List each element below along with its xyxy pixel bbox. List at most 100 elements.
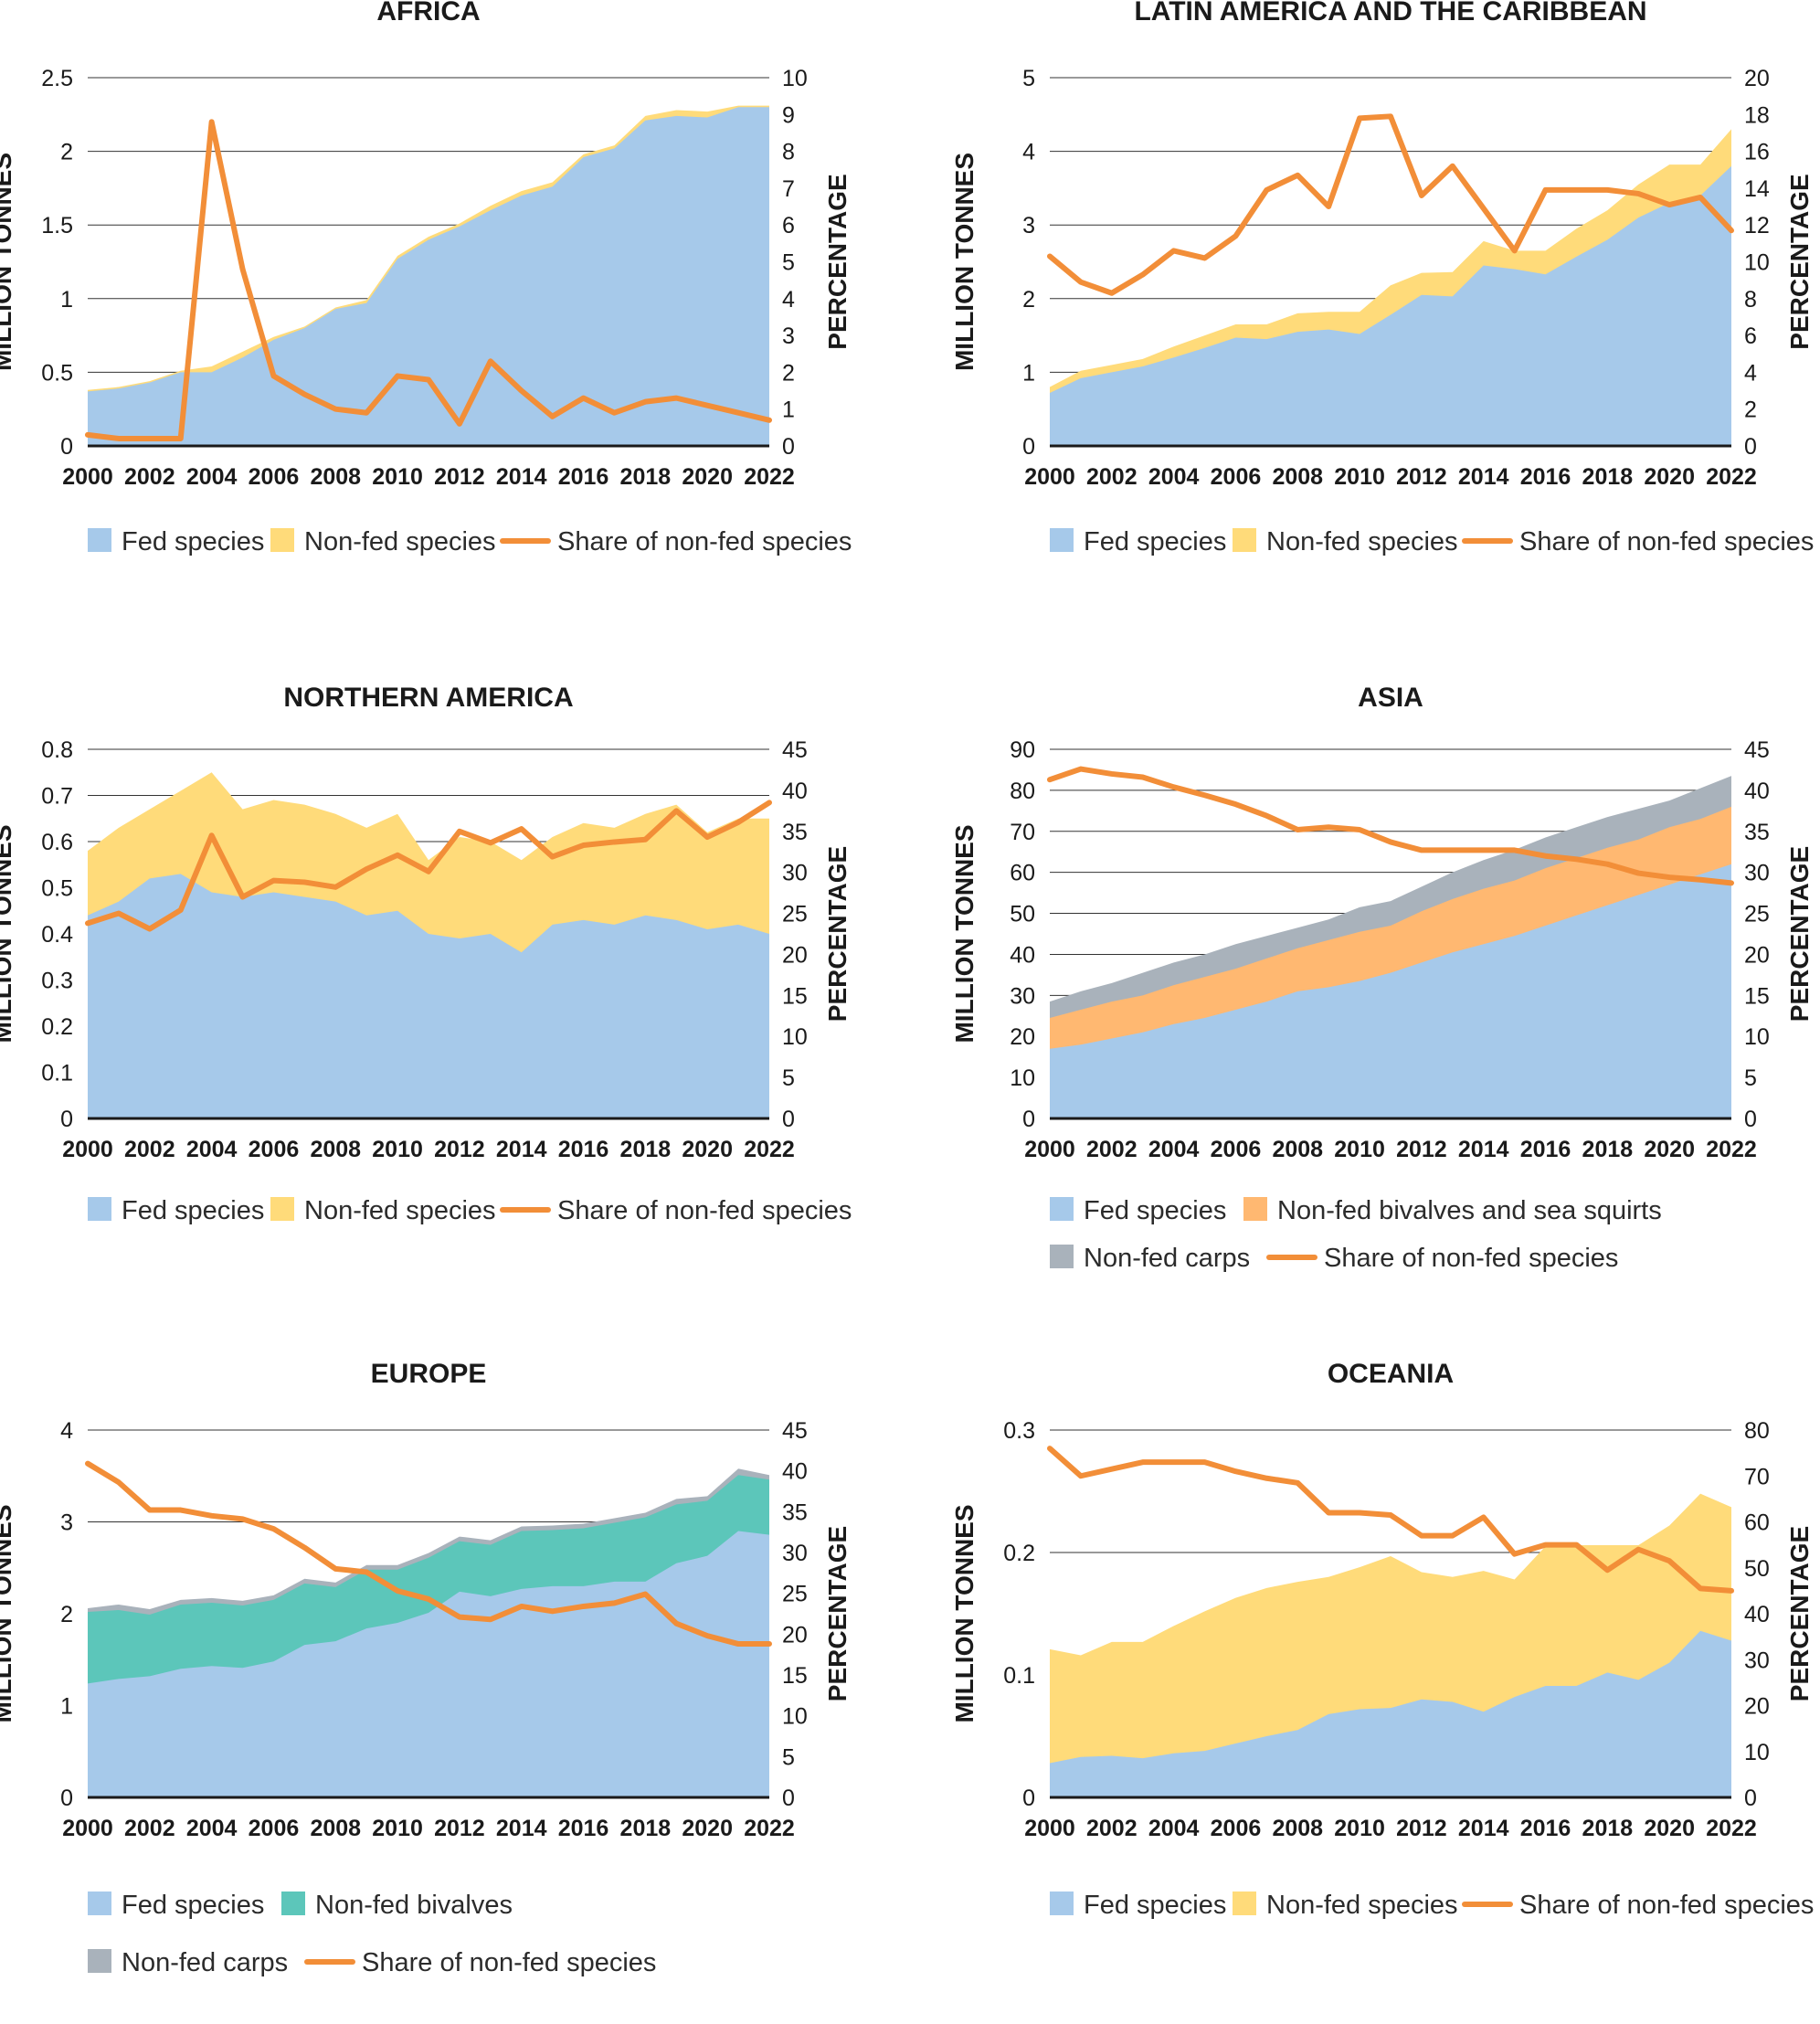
x-tick-label: 2022: [1706, 1137, 1757, 1162]
x-tick-label: 2014: [496, 1137, 547, 1162]
legend-swatch: [88, 528, 111, 552]
chart-title: NORTHERN AMERICA: [283, 683, 573, 713]
x-tick-label: 2006: [249, 1137, 300, 1162]
area-fed-species: [88, 107, 769, 447]
y2-axis-label: PERCENTAGE: [1785, 1526, 1814, 1701]
y2-tick-label: 5: [782, 250, 795, 276]
y-tick-label: 30: [1010, 983, 1035, 1009]
chart-title: AFRICA: [376, 0, 480, 26]
y2-tick-label: 40: [782, 1459, 808, 1485]
chart-title: EUROPE: [371, 1359, 487, 1389]
x-tick-label: 2016: [558, 1137, 609, 1162]
y2-tick-label: 16: [1744, 140, 1770, 165]
x-tick-label: 2020: [1644, 1816, 1695, 1841]
legend-swatch: [1050, 528, 1074, 552]
y2-tick-label: 20: [1744, 942, 1770, 968]
x-tick-label: 2010: [372, 464, 423, 490]
y2-tick-label: 9: [782, 102, 795, 128]
y2-tick-label: 20: [1744, 1694, 1770, 1720]
legend-item: Share of non-fed species: [1462, 527, 1814, 556]
x-tick-label: 2002: [124, 1816, 175, 1841]
y2-tick-label: 1: [782, 397, 795, 423]
x-tick-label: 2012: [434, 1816, 485, 1841]
x-tick-label: 2000: [1024, 1816, 1075, 1841]
legend-item: Non-fed species: [270, 527, 496, 556]
y2-tick-label: 0: [1744, 1786, 1757, 1811]
x-tick-label: 2008: [310, 464, 361, 490]
legend-label: Share of non-fed species: [1519, 527, 1814, 556]
series-line-share: [85, 119, 772, 441]
x-tick-label: 2020: [1644, 464, 1695, 490]
y-tick-label: 1: [60, 1694, 73, 1720]
chart-panel-europe: EUROPE 0 1 2 3 4 0 5 10 15 20 25 30 35 40 45 2000 2002 200…: [0, 1352, 910, 2024]
x-tick-label: 2012: [1396, 1816, 1447, 1841]
legend-swatch: [1233, 528, 1256, 552]
y-tick-label: 40: [1010, 942, 1035, 968]
y2-tick-label: 25: [782, 1582, 808, 1607]
y2-tick-label: 45: [782, 737, 808, 763]
x-tick-label: 2020: [682, 1137, 733, 1162]
x-tick-label: 2004: [1148, 1816, 1200, 1841]
x-tick-label: 2010: [1334, 464, 1385, 490]
y2-tick-label: 40: [1744, 1602, 1770, 1627]
y2-tick-label: 0: [782, 1107, 795, 1132]
x-tick-label: 2018: [620, 1816, 672, 1841]
x-tick-label: 2014: [1458, 1137, 1509, 1162]
y2-tick-label: 40: [782, 779, 808, 804]
legend-swatch: [1050, 1197, 1074, 1221]
y-tick-label: 1: [1022, 360, 1035, 386]
legend-label: Fed species: [1084, 527, 1226, 556]
y-tick-label: 1: [60, 287, 73, 313]
y-tick-label: 3: [1022, 213, 1035, 238]
x-tick-label: 2018: [1582, 1137, 1634, 1162]
legend-item: Share of non-fed species: [500, 1196, 852, 1225]
x-tick-label: 2000: [62, 1816, 113, 1841]
y-tick-label: 0.1: [1003, 1663, 1035, 1689]
x-tick-label: 2016: [1520, 1816, 1571, 1841]
x-tick-label: 2000: [62, 464, 113, 490]
y2-tick-label: 10: [1744, 1740, 1770, 1765]
y2-tick-label: 30: [1744, 861, 1770, 886]
x-tick-label: 2014: [1458, 1816, 1509, 1841]
y-tick-label: 0.3: [1003, 1418, 1035, 1444]
legend-item: Non-fed carps: [1050, 1244, 1250, 1273]
y-axis-label: MILLION TONNES: [0, 1504, 16, 1722]
x-tick-label: 2012: [1396, 464, 1447, 490]
y2-tick-label: 10: [1744, 1024, 1770, 1050]
y2-tick-label: 14: [1744, 176, 1770, 202]
legend-label: Fed species: [1084, 1891, 1226, 1920]
y-tick-label: 60: [1010, 861, 1035, 886]
y2-tick-label: 2: [1744, 397, 1757, 423]
y2-tick-label: 20: [1744, 66, 1770, 91]
legend-label: Share of non-fed species: [1324, 1244, 1618, 1273]
y2-tick-label: 0: [1744, 434, 1757, 460]
x-tick-label: 2002: [1086, 1137, 1138, 1162]
y2-tick-label: 25: [1744, 902, 1770, 927]
chart-title: LATIN AMERICA AND THE CARIBBEAN: [1134, 0, 1646, 26]
x-tick-label: 2022: [744, 464, 795, 490]
x-tick-label: 2008: [310, 1137, 361, 1162]
x-tick-label: 2022: [744, 1816, 795, 1841]
y2-tick-label: 18: [1744, 102, 1770, 128]
legend-item: Non-fed species: [270, 1196, 496, 1225]
x-tick-label: 2012: [1396, 1137, 1447, 1162]
y2-tick-label: 25: [782, 902, 808, 927]
x-tick-label: 2014: [496, 1816, 547, 1841]
y2-axis-label: PERCENTAGE: [1785, 174, 1814, 349]
x-tick-label: 2004: [1148, 1137, 1200, 1162]
y2-tick-label: 5: [782, 1065, 795, 1091]
x-tick-label: 2010: [372, 1137, 423, 1162]
y2-tick-label: 45: [1744, 737, 1770, 763]
y-tick-label: 50: [1010, 902, 1035, 927]
chart-africa: AFRICA 0 0.5 1 1.5 2 2.5 0 1 2 3 4 5 6 7 8 9 10 2000 2002 20…: [0, 0, 852, 556]
x-tick-label: 2016: [558, 1816, 609, 1841]
y-tick-label: 1.5: [41, 213, 73, 238]
chart-title: ASIA: [1358, 683, 1423, 713]
y-tick-label: 70: [1010, 820, 1035, 845]
y2-tick-label: 5: [782, 1744, 795, 1770]
y2-axis-label: PERCENTAGE: [823, 174, 852, 349]
y2-tick-label: 7: [782, 176, 795, 202]
y2-tick-label: 30: [782, 861, 808, 886]
x-tick-label: 2016: [1520, 1137, 1571, 1162]
area-fed-species: [88, 874, 769, 1118]
